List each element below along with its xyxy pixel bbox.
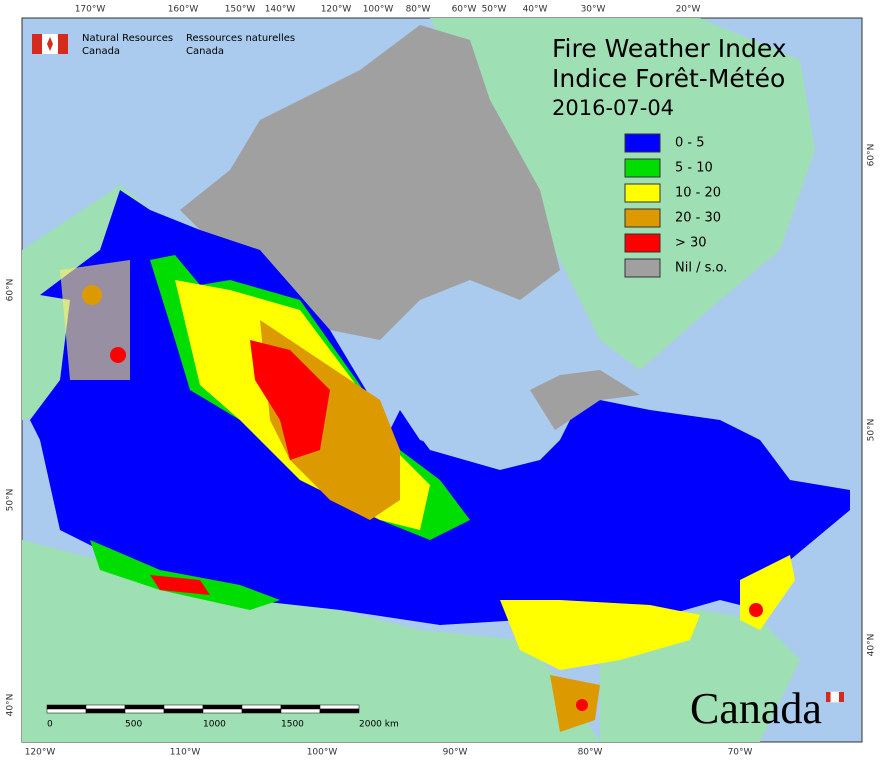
scale-segment [280,704,321,710]
graticule-label: 50°N [867,419,877,442]
legend-label: 5 - 10 [675,161,713,176]
graticule-label: 50°W [482,5,507,15]
graticule-label: 60°W [452,5,477,15]
arctic-islands [180,25,560,340]
wordmark: Canada [690,684,822,733]
bc-south [90,540,280,610]
graticule-label: 40°N [867,634,877,657]
legend-swatch [624,158,661,178]
graticule-label: 140°W [265,5,296,15]
scale-segment [202,708,243,714]
legend-label: > 30 [675,236,707,251]
graticule-label: 80°W [578,748,603,758]
agency-fr: Canada [186,46,224,57]
graticule-label: 70°W [728,748,753,758]
alaska-hotspot [110,347,126,363]
scale-segment [46,708,87,714]
legend-label: 10 - 20 [675,186,721,201]
graticule-label: 110°W [170,748,201,758]
scale-label: 1000 [203,720,226,730]
legend-label: 0 - 5 [675,136,705,151]
scale-segment [85,708,126,714]
scale-segment [46,704,87,710]
ontario-yellow [500,600,700,670]
graticule-label: 60°N [6,279,16,302]
scale-segment [280,708,321,714]
scale-segment [163,708,204,714]
scale-segment [241,704,282,710]
graticule-label: 20°W [676,5,701,15]
graticule-label: 100°W [307,748,338,758]
graticule-label: 160°W [168,5,199,15]
scale-label: 2000 km [359,720,399,730]
graticule-label: 40°W [523,5,548,15]
date: 2016-07-04 [552,96,674,120]
graticule-label: 170°W [75,5,106,15]
greenland [430,18,815,370]
scale-segment [202,704,243,710]
maritimes-red [749,603,763,617]
southern-ontario-red [576,699,588,711]
graticule-label: 100°W [363,5,394,15]
hudson-bay [380,290,560,460]
title: Indice Forêt-Météo [552,64,785,93]
scale-segment [319,704,360,710]
graticule-label: 120°W [321,5,352,15]
scale-segment [319,708,360,714]
bc-red [150,575,210,595]
graticule-label: 150°W [225,5,256,15]
scale-segment [241,708,282,714]
graticule-label: 80°W [406,5,431,15]
scale-label: 1500 [281,720,304,730]
legend-swatch [624,258,661,278]
scale-segment [124,704,165,710]
agency-fr: Ressources naturelles [186,33,295,44]
title: Fire Weather Index [552,34,787,63]
wordmark-flag [826,691,844,703]
legend-swatch [624,133,661,153]
legend-label: Nil / s.o. [675,261,727,276]
agency-logo [32,34,68,54]
scale-segment [163,704,204,710]
graticule-label: 50°N [6,489,16,512]
legend-swatch [624,208,661,228]
legend-swatch [624,183,661,203]
scale-segment [85,704,126,710]
scale-segment [124,708,165,714]
alaska-hotspot [82,285,102,305]
legend-label: 20 - 30 [675,211,721,226]
graticule-label: 120°W [25,748,56,758]
graticule-label: 60°N [867,144,877,167]
northern-quebec [530,370,640,430]
graticule-label: 40°N [6,694,16,717]
agency-en: Natural Resources [82,33,173,44]
scale-label: 0 [47,720,53,730]
southern-ontario [550,675,600,732]
agency-en: Canada [82,46,120,57]
graticule-label: 30°W [581,5,606,15]
red-zone [250,340,330,460]
legend-swatch [624,233,661,253]
scale-label: 500 [125,720,142,730]
graticule-label: 90°W [443,748,468,758]
